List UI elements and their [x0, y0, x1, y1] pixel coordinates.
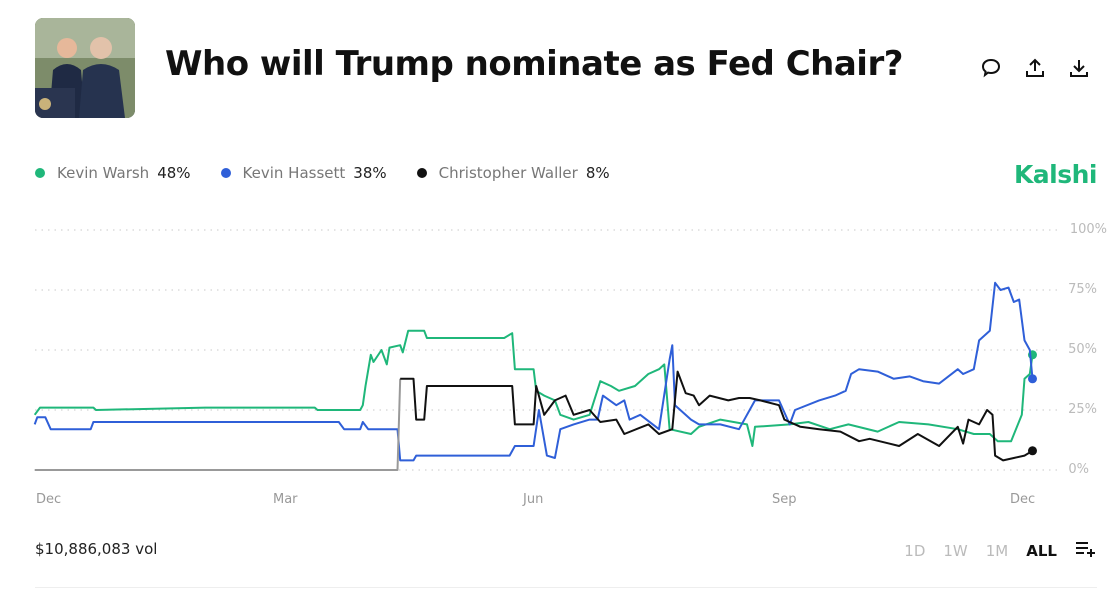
series-line-0	[33, 329, 1034, 447]
x-tick-label: Dec	[1010, 492, 1036, 507]
series-line-1	[33, 281, 1034, 462]
x-tick-label: Dec	[36, 492, 62, 507]
y-tick-label: 75%	[1068, 282, 1097, 297]
series-color-dot	[35, 168, 45, 178]
volume-text: $10,886,083 vol	[35, 540, 158, 558]
legend-name: Christopher Waller	[438, 164, 578, 182]
series-line-2	[400, 370, 1034, 462]
legend-name: Kevin Warsh	[57, 164, 150, 182]
comment-icon[interactable]	[979, 56, 1003, 80]
legend-value: 8%	[585, 164, 610, 182]
legend-value: 38%	[353, 164, 387, 182]
range-1m-button[interactable]: 1M	[985, 542, 1009, 560]
series-end-point	[1027, 446, 1037, 456]
add-to-list-icon[interactable]	[1075, 540, 1097, 562]
legend-item-waller[interactable]: Christopher Waller 8%	[416, 164, 610, 182]
range-1w-button[interactable]: 1W	[943, 542, 968, 560]
legend-value: 48%	[157, 164, 191, 182]
chart-legend: Kevin Warsh 48% Kevin Hassett 38% Christ…	[35, 164, 610, 182]
series-end-point	[1027, 374, 1037, 384]
legend-item-hassett[interactable]: Kevin Hassett 38%	[220, 164, 387, 182]
x-tick-label: Sep	[772, 492, 797, 507]
range-1d-button[interactable]: 1D	[904, 542, 926, 560]
legend-name: Kevin Hassett	[242, 164, 346, 182]
y-tick-label: 50%	[1068, 342, 1097, 357]
y-tick-label: 100%	[1069, 222, 1107, 237]
series-color-dot	[416, 168, 427, 178]
kalshi-logo: Kalshi	[1013, 160, 1098, 189]
divider	[35, 587, 1097, 588]
series-color-dot	[220, 168, 231, 178]
page-title: Who will Trump nominate as Fed Chair?	[165, 44, 903, 84]
download-icon[interactable]	[1067, 56, 1091, 80]
header-actions	[979, 56, 1091, 80]
time-range-selector: 1D 1W 1M ALL	[904, 540, 1097, 562]
legend-item-warsh[interactable]: Kevin Warsh 48%	[35, 164, 191, 182]
market-photo	[35, 18, 135, 118]
y-tick-label: 25%	[1068, 402, 1097, 417]
x-tick-label: Mar	[273, 492, 298, 507]
series-line-pre-listing	[34, 378, 402, 471]
share-icon[interactable]	[1023, 56, 1047, 80]
market-thumbnail	[35, 18, 135, 118]
y-tick-label: 0%	[1068, 462, 1089, 477]
x-tick-label: Jun	[523, 492, 544, 507]
series-end-point	[1027, 350, 1037, 360]
range-all-button[interactable]: ALL	[1026, 542, 1057, 560]
